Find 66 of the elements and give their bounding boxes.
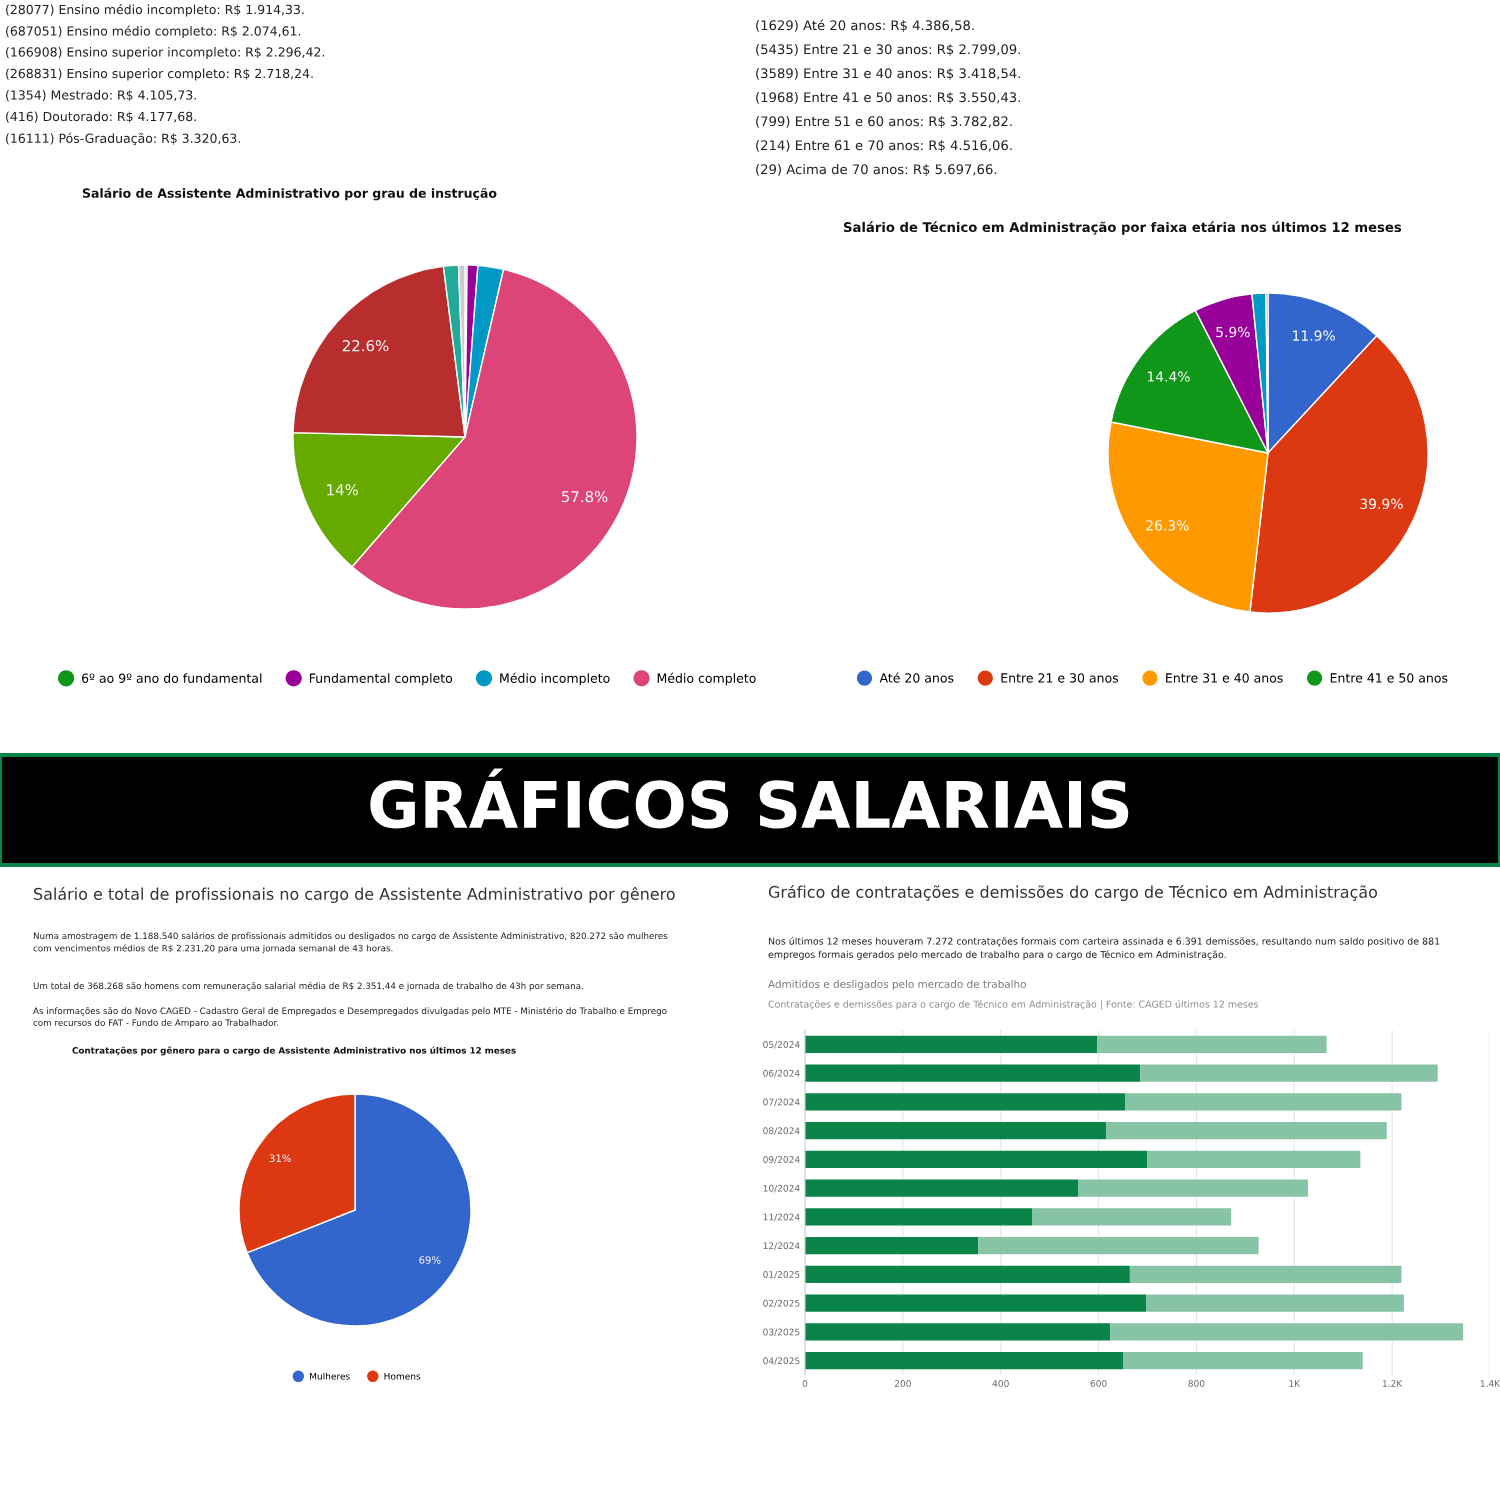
data-label: 5.9% xyxy=(1216,326,1250,338)
y-tick-label: 06/2024 xyxy=(763,1069,800,1078)
x-tick-label: 0 xyxy=(802,1380,808,1387)
text: Numa amostragem de 1.188.540 salários de profissionais admitidos ou desligados no cargo de Assistente Administrativo, 820.272 são mulheres com vencimentos médios de R$ 2.231,20 para uma jornada semanal de 43 horas. xyxy=(33,932,668,954)
text: (1629) Até 20 anos: R$ 4.386,58. xyxy=(756,19,974,32)
chart-title: Salário de Assistente Administrativo por grau de instrução xyxy=(82,187,497,201)
y-tick-label: 09/2024 xyxy=(763,1156,800,1164)
text: (29) Acima de 70 anos: R$ 5.697,66. xyxy=(756,164,997,176)
y-tick-label: 01/2025 xyxy=(763,1271,800,1279)
legend-label: Entre 21 e 30 anos xyxy=(1001,673,1119,683)
chart-subtitle: Gráfico de contratações e demissões do cargo de Técnico em Administração xyxy=(768,884,1378,902)
text: (687051) Ensino médio completo: R$ 2.074,61. xyxy=(6,25,301,39)
text: (3589) Entre 31 e 40 anos: R$ 3.418,54. xyxy=(756,68,1020,80)
data-label: 11.9% xyxy=(1293,330,1335,341)
text: (214) Entre 61 e 70 anos: R$ 4.516,06. xyxy=(756,140,1012,152)
data-label: 26.3% xyxy=(1146,520,1189,531)
data-label: 31% xyxy=(269,1154,291,1163)
legend-label: Homens xyxy=(384,1372,421,1380)
text: (1968) Entre 41 e 50 anos: R$ 3.550,43. xyxy=(756,92,1020,104)
y-tick-label: 12/2024 xyxy=(763,1242,800,1250)
legend-label: Mulheres xyxy=(310,1372,350,1380)
y-tick-label: 07/2024 xyxy=(763,1098,800,1107)
data-label: 14% xyxy=(327,484,358,496)
legend-label: Entre 41 e 50 anos xyxy=(1330,673,1448,683)
text: GRÁFICOS SALARIAIS xyxy=(370,768,1129,829)
y-tick-label: 03/2025 xyxy=(763,1328,800,1337)
chart-title: Contratações por gênero para o cargo de Assistente Administrativo nos últimos 12 meses xyxy=(72,1046,516,1056)
text: (268831) Ensino superior completo: R$ 2.718,24. xyxy=(6,68,313,81)
legend-label: Até 20 anos xyxy=(879,672,954,683)
x-tick-label: 600 xyxy=(1090,1380,1107,1387)
legend-label: Entre 31 e 40 anos xyxy=(1166,673,1283,683)
legend-label: Médio completo xyxy=(657,672,756,686)
x-tick-label: 200 xyxy=(894,1380,911,1387)
text: (5435) Entre 21 e 30 anos: R$ 2.799,09. xyxy=(756,44,1020,56)
chart-title: Admitidos e desligados pelo mercado de trabalho xyxy=(768,979,1026,991)
data-label: 22.6% xyxy=(342,340,389,352)
y-tick-label: 08/2024 xyxy=(763,1127,800,1135)
y-tick-label: 05/2024 xyxy=(763,1041,800,1049)
chart-subtitle: Salário e total de profissionais no cargo de Assistente Administrativo por gênero xyxy=(34,886,675,904)
x-tick-label: 800 xyxy=(1188,1380,1205,1387)
x-tick-label: 400 xyxy=(992,1380,1009,1387)
y-tick-label: 04/2025 xyxy=(763,1357,800,1365)
text: Nos últimos 12 meses houveram 7.272 contratações formais com carteira assinada e 6.391 demissões, resultando num saldo positivo de 881 empregos formais gerados pelo mercado de trabalho para o cargo de Técnico em Administração. xyxy=(768,937,1440,960)
text: (1354) Mestrado: R$ 4.105,73. xyxy=(6,90,196,102)
legend-label: Médio incompleto xyxy=(500,672,610,686)
text: (799) Entre 51 e 60 anos: R$ 3.782,82. xyxy=(756,116,1012,128)
text: As informações são do Novo CAGED - Cadastro Geral de Empregados e Desempregados divulgadas pelo MTE - Ministério do Trabalho e Emprego com recursos do FAT - Fundo de Amparo ao Trabalhador. xyxy=(33,1007,667,1028)
y-tick-label: 10/2024 xyxy=(763,1184,800,1193)
text: (166908) Ensino superior incompleto: R$ 2.296,42. xyxy=(6,47,325,60)
x-tick-label: 1K xyxy=(1289,1380,1301,1387)
data-label: 14.4% xyxy=(1147,371,1190,382)
text: (16111) Pós-Graduação: R$ 3.320,63. xyxy=(6,132,240,146)
x-tick-label: 1.4K xyxy=(1480,1380,1500,1387)
text: (416) Doutorado: R$ 4.177,68. xyxy=(6,111,196,123)
text: (28077) Ensino médio incompleto: R$ 1.914,33. xyxy=(6,4,304,17)
text: Contratações e demissões para o cargo de Técnico em Administração | Fonte: CAGED últimos 12 meses xyxy=(768,1000,1259,1010)
data-label: 69% xyxy=(419,1256,441,1264)
data-label: 39.9% xyxy=(1360,498,1403,510)
legend-label: Fundamental completo xyxy=(309,673,453,686)
data-label: 57.8% xyxy=(561,490,608,503)
text: Um total de 368.268 são homens com remuneração salarial média de R$ 2.351,44 e jornada de trabalho de 43h por semana. xyxy=(33,982,583,991)
y-tick-label: 11/2024 xyxy=(763,1213,800,1222)
x-tick-label: 1.2K xyxy=(1383,1380,1403,1387)
legend-label: 6º ao 9º ano do fundamental xyxy=(81,673,262,683)
chart-title: Salário de Técnico em Administração por faixa etária nos últimos 12 meses xyxy=(843,221,1402,235)
y-tick-label: 02/2025 xyxy=(763,1299,800,1308)
